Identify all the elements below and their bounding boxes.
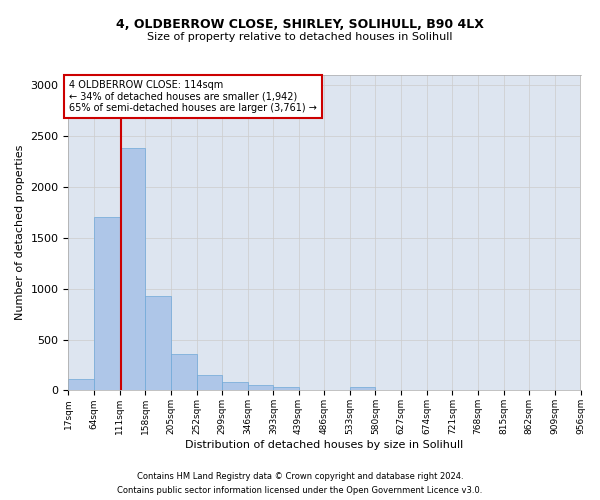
Bar (248, 385, 274, 390)
X-axis label: Distribution of detached houses by size in Solihull: Distribution of detached houses by size … (185, 440, 464, 450)
Text: 4, OLDBERROW CLOSE, SHIRLEY, SOLIHULL, B90 4LX: 4, OLDBERROW CLOSE, SHIRLEY, SOLIHULL, B… (116, 18, 484, 30)
Bar (222, 382, 248, 390)
Bar (274, 387, 299, 390)
Text: Contains HM Land Registry data © Crown copyright and database right 2024.: Contains HM Land Registry data © Crown c… (137, 472, 463, 481)
Bar (119, 148, 145, 390)
Text: Size of property relative to detached houses in Solihull: Size of property relative to detached ho… (147, 32, 453, 42)
Bar (197, 375, 222, 390)
Text: Contains public sector information licensed under the Open Government Licence v3: Contains public sector information licen… (118, 486, 482, 495)
Text: 4 OLDBERROW CLOSE: 114sqm
← 34% of detached houses are smaller (1,942)
65% of se: 4 OLDBERROW CLOSE: 114sqm ← 34% of detac… (69, 80, 317, 114)
Bar (145, 296, 171, 390)
Bar (350, 388, 376, 390)
Bar (171, 354, 197, 391)
Bar (94, 218, 119, 390)
Bar (68, 379, 94, 390)
Y-axis label: Number of detached properties: Number of detached properties (15, 145, 25, 320)
